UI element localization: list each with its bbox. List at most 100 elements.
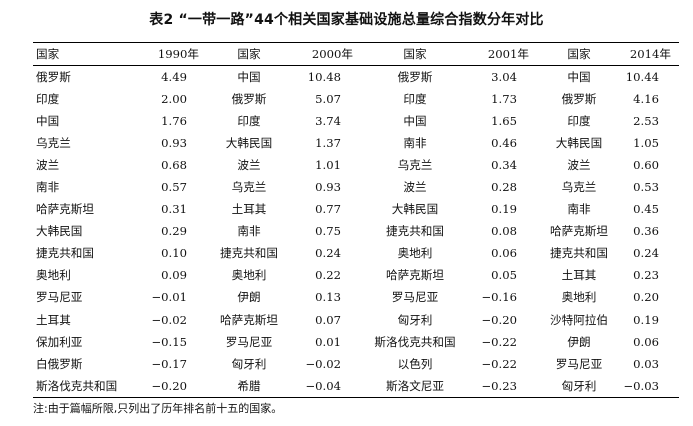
index-value-cell: 0.36 xyxy=(633,224,659,239)
country-cell: 斯洛文尼亚 xyxy=(386,378,444,393)
country-cell: 奥地利 xyxy=(561,290,597,305)
index-value-cell: 0.93 xyxy=(161,136,187,151)
index-value-cell: 0.10 xyxy=(161,246,187,261)
index-value-cell: −0.02 xyxy=(151,312,187,327)
index-value-cell: 0.05 xyxy=(491,268,517,283)
country-cell: 印度 xyxy=(36,92,60,107)
country-cell: 乌克兰 xyxy=(231,180,267,195)
index-value-cell: −0.20 xyxy=(151,378,187,393)
index-value-cell: 0.28 xyxy=(491,180,517,195)
country-cell: 乌克兰 xyxy=(36,136,71,151)
index-value-cell: 0.09 xyxy=(161,268,187,283)
index-value-cell: 1.37 xyxy=(315,136,341,151)
country-cell: 土耳其 xyxy=(561,268,597,283)
country-cell: 罗马尼亚 xyxy=(36,290,83,305)
country-cell: 波兰 xyxy=(567,158,591,173)
country-cell: 罗马尼亚 xyxy=(225,334,273,349)
table-row: 波兰 0.68 波兰 1.01 乌克兰 0.34 波兰 0.60 xyxy=(33,154,679,176)
country-cell: 俄罗斯 xyxy=(231,92,267,107)
index-value-cell: 0.19 xyxy=(633,312,659,327)
country-cell: 哈萨克斯坦 xyxy=(550,224,608,239)
country-cell: 沙特阿拉伯 xyxy=(550,312,608,327)
table-row: 大韩民国 0.29 南非 0.75 捷克共和国 0.08 哈萨克斯坦 0.36 xyxy=(33,220,679,242)
country-cell: 印度 xyxy=(237,114,261,129)
country-cell: 乌克兰 xyxy=(397,158,433,173)
index-value-cell: 1.65 xyxy=(491,114,517,129)
index-value-cell: 0.68 xyxy=(161,158,187,173)
country-cell: 波兰 xyxy=(237,158,261,173)
country-cell: 波兰 xyxy=(36,158,60,173)
footnote: 注:由于篇幅所限,只列出了历年排名前十五的国家。 xyxy=(33,402,283,415)
infrastructure-index-table: 国家 1990年 国家 2000年 国家 2001年 国家 2014年 俄罗斯 4.49 中国 10… xyxy=(33,42,679,398)
country-cell: 斯洛伐克共和国 xyxy=(374,334,456,349)
country-cell: 土耳其 xyxy=(36,312,71,327)
index-value-cell: 0.19 xyxy=(491,202,517,217)
index-value-cell: 0.22 xyxy=(315,268,341,283)
header-row: 国家 1990年 国家 2000年 国家 2001年 国家 2014年 xyxy=(33,42,679,66)
index-value-cell: 0.46 xyxy=(491,136,517,151)
index-value-cell: 0.01 xyxy=(315,334,341,349)
country-cell: 俄罗斯 xyxy=(561,92,597,107)
country-cell: 奥地利 xyxy=(36,268,71,283)
country-cell: 大韩民国 xyxy=(555,136,603,151)
index-value-cell: 0.57 xyxy=(161,180,187,195)
index-value-cell: 0.20 xyxy=(633,290,659,305)
country-cell: 波兰 xyxy=(403,180,427,195)
index-value-cell: 2.53 xyxy=(633,114,659,129)
index-value-cell: 0.45 xyxy=(633,202,659,217)
country-cell: 大韩民国 xyxy=(225,136,273,151)
index-value-cell: −0.23 xyxy=(481,378,517,393)
country-cell: 俄罗斯 xyxy=(36,70,71,85)
index-value-cell: 1.76 xyxy=(161,114,187,129)
country-cell: 大韩民国 xyxy=(391,202,439,217)
country-cell: 南非 xyxy=(36,180,60,195)
index-value-cell: −0.03 xyxy=(623,378,659,393)
country-cell: 伊朗 xyxy=(567,334,591,349)
table-row: 白俄罗斯 −0.17 匈牙利 −0.02 以色列 −0.22 罗马尼亚 0.03 xyxy=(33,353,679,375)
index-value-cell: 0.06 xyxy=(633,334,659,349)
country-cell: 罗马尼亚 xyxy=(391,290,439,305)
country-cell: 以色列 xyxy=(397,356,433,371)
country-cell: 中国 xyxy=(403,114,427,129)
country-cell: 南非 xyxy=(403,136,427,151)
index-value-cell: 0.75 xyxy=(315,224,341,239)
index-value-cell: 1.01 xyxy=(315,158,341,173)
country-cell: 土耳其 xyxy=(231,202,267,217)
table-row: 乌克兰 0.93 大韩民国 1.37 南非 0.46 大韩民国 1.05 xyxy=(33,132,679,154)
index-value-cell: 0.29 xyxy=(161,224,187,239)
index-value-cell: 0.31 xyxy=(161,202,187,217)
country-cell: 哈萨克斯坦 xyxy=(220,312,278,327)
index-value-cell: −0.16 xyxy=(481,290,517,305)
country-cell: 印度 xyxy=(403,92,427,107)
year-column-header: 2001年 xyxy=(487,47,529,61)
index-value-cell: 0.08 xyxy=(491,224,517,239)
country-cell: 希腊 xyxy=(237,378,261,393)
index-value-cell: 0.53 xyxy=(633,180,659,195)
country-cell: 伊朗 xyxy=(237,290,261,305)
table-row: 奥地利 0.09 奥地利 0.22 哈萨克斯坦 0.05 土耳其 0.23 xyxy=(33,264,679,286)
table-row: 捷克共和国 0.10 捷克共和国 0.24 奥地利 0.06 捷克共和国 0.24 xyxy=(33,242,679,264)
table-row: 土耳其 −0.02 哈萨克斯坦 0.07 匈牙利 −0.20 沙特阿拉伯 0.19 xyxy=(33,309,679,331)
country-cell: 中国 xyxy=(36,114,60,129)
table-row: 哈萨克斯坦 0.31 土耳其 0.77 大韩民国 0.19 南非 0.45 xyxy=(33,198,679,220)
index-value-cell: 4.16 xyxy=(633,92,659,107)
table-title: 表2 “一带一路”44个相关国家基础设施总量综合指数分年对比 xyxy=(149,12,544,28)
country-cell: 印度 xyxy=(567,114,591,129)
index-value-cell: 1.73 xyxy=(491,92,517,107)
table-row: 南非 0.57 乌克兰 0.93 波兰 0.28 乌克兰 0.53 xyxy=(33,176,679,198)
table-row: 俄罗斯 4.49 中国 10.48 俄罗斯 3.04 中国 10.44 xyxy=(33,66,679,89)
country-cell: 大韩民国 xyxy=(36,224,83,239)
year-column-header: 2014年 xyxy=(629,47,671,61)
index-value-cell: 10.44 xyxy=(625,70,659,85)
year-column-header: 2000年 xyxy=(311,47,353,61)
table-row: 斯洛伐克共和国 −0.20 希腊 −0.04 斯洛文尼亚 −0.23 匈牙利 −0.03 xyxy=(33,375,679,398)
country-cell: 俄罗斯 xyxy=(397,70,433,85)
country-cell: 白俄罗斯 xyxy=(36,356,83,371)
index-value-cell: 0.13 xyxy=(315,290,341,305)
table-row: 罗马尼亚 −0.01 伊朗 0.13 罗马尼亚 −0.16 奥地利 0.20 xyxy=(33,286,679,308)
index-value-cell: 0.24 xyxy=(633,246,659,261)
country-cell: 哈萨克斯坦 xyxy=(36,202,94,217)
index-value-cell: −0.22 xyxy=(481,356,517,371)
country-cell: 奥地利 xyxy=(397,246,433,261)
country-cell: 捷克共和国 xyxy=(220,246,278,261)
